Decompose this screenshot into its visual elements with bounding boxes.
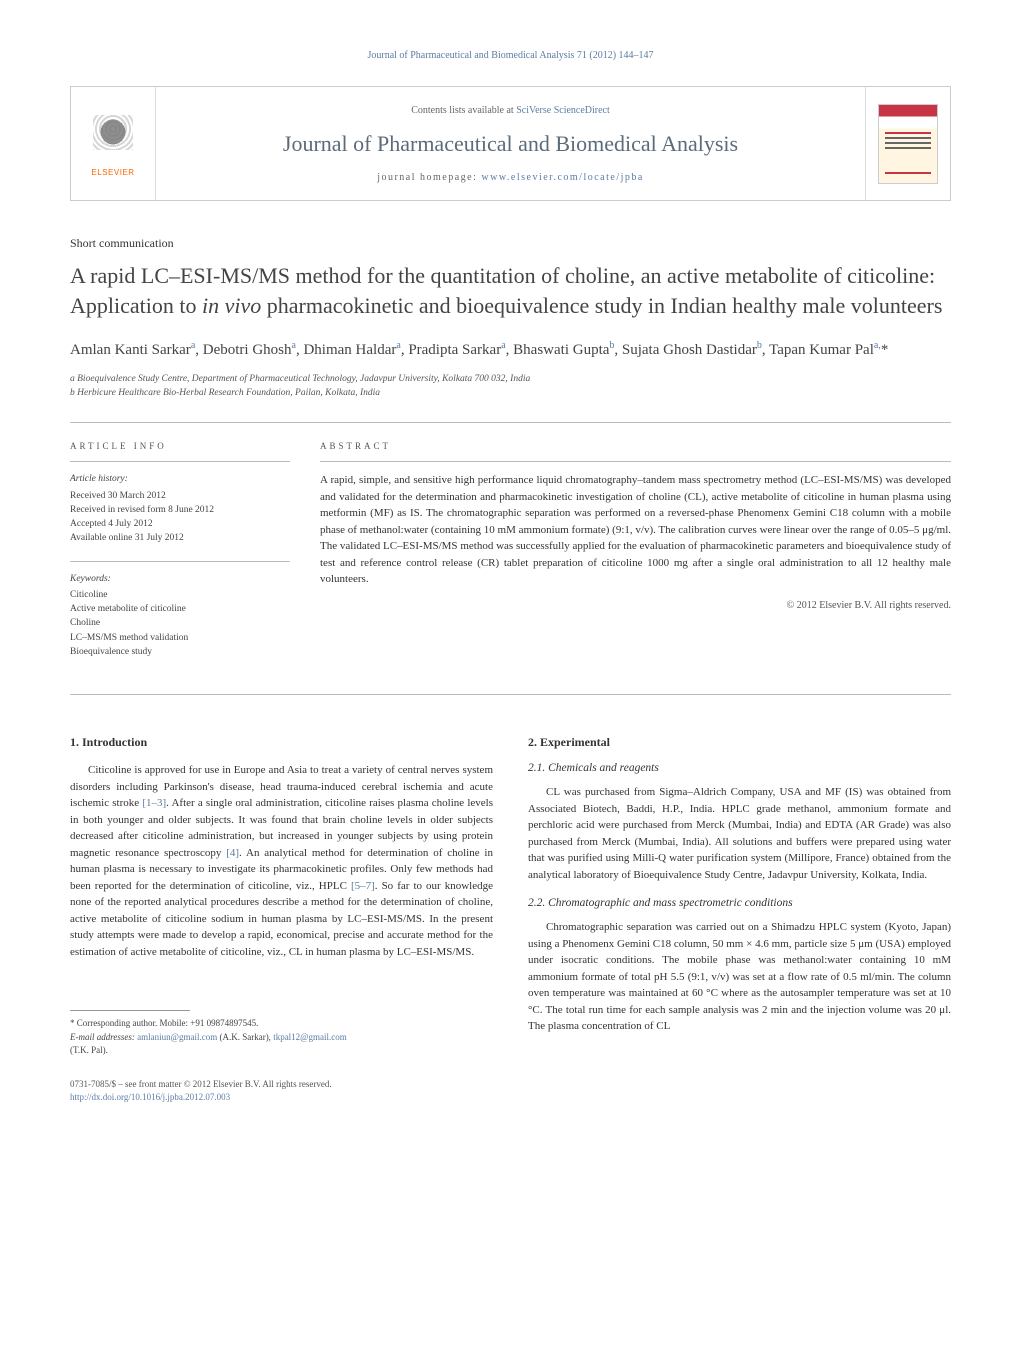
journal-cover-cell bbox=[865, 87, 950, 200]
chemicals-subheading: 2.1. Chemicals and reagents bbox=[528, 762, 951, 774]
history-accepted: Accepted 4 July 2012 bbox=[70, 517, 290, 531]
footnote-divider bbox=[70, 1010, 190, 1011]
affiliations: a Bioequivalence Study Centre, Departmen… bbox=[70, 372, 951, 401]
history-heading: Article history: bbox=[70, 472, 290, 486]
history-revised: Received in revised form 8 June 2012 bbox=[70, 503, 290, 517]
abstract-column: ABSTRACT A rapid, simple, and sensitive … bbox=[320, 441, 951, 674]
abstract-divider-1 bbox=[320, 461, 951, 462]
elsevier-label: ELSEVIER bbox=[91, 168, 134, 177]
journal-cover-thumbnail bbox=[878, 104, 938, 184]
section-divider bbox=[70, 422, 951, 423]
chromatographic-subheading: 2.2. Chromatographic and mass spectromet… bbox=[528, 897, 951, 909]
right-body-column: 2. Experimental 2.1. Chemicals and reage… bbox=[528, 735, 951, 1105]
info-abstract-row: ARTICLE INFO Article history: Received 3… bbox=[70, 441, 951, 674]
abstract-label: ABSTRACT bbox=[320, 441, 951, 451]
journal-name: Journal of Pharmaceutical and Biomedical… bbox=[283, 131, 738, 157]
doi-link[interactable]: http://dx.doi.org/10.1016/j.jpba.2012.07… bbox=[70, 1092, 230, 1102]
info-divider-2 bbox=[70, 561, 290, 562]
publisher-logo-cell: ELSEVIER bbox=[71, 87, 156, 200]
left-body-column: 1. Introduction Citicoline is approved f… bbox=[70, 735, 493, 1105]
info-divider-1 bbox=[70, 461, 290, 462]
body-two-column: 1. Introduction Citicoline is approved f… bbox=[70, 735, 951, 1105]
sciencedirect-link[interactable]: SciVerse ScienceDirect bbox=[516, 105, 610, 116]
banner-center: Contents lists available at SciVerse Sci… bbox=[156, 87, 865, 200]
contents-available-line: Contents lists available at SciVerse Sci… bbox=[411, 105, 610, 116]
affiliation-a: a Bioequivalence Study Centre, Departmen… bbox=[70, 372, 951, 386]
email-line: E-mail addresses: amlaniun@gmail.com (A.… bbox=[70, 1031, 493, 1058]
homepage-line: journal homepage: www.elsevier.com/locat… bbox=[377, 172, 644, 183]
abstract-copyright: © 2012 Elsevier B.V. All rights reserved… bbox=[320, 600, 951, 611]
introduction-paragraph: Citicoline is approved for use in Europe… bbox=[70, 762, 493, 960]
email-who-2: (T.K. Pal). bbox=[70, 1045, 108, 1055]
keyword-5: Bioequivalence study bbox=[70, 645, 290, 659]
corresponding-author-footnote: * Corresponding author. Mobile: +91 0987… bbox=[70, 1017, 493, 1058]
ref-1-3-link[interactable]: [1–3] bbox=[142, 797, 166, 809]
history-online: Available online 31 July 2012 bbox=[70, 531, 290, 545]
keywords-block: Keywords: Citicoline Active metabolite o… bbox=[70, 572, 290, 660]
journal-banner: ELSEVIER Contents lists available at Sci… bbox=[70, 86, 951, 201]
keyword-3: Choline bbox=[70, 616, 290, 630]
citation-text: Journal of Pharmaceutical and Biomedical… bbox=[367, 50, 653, 61]
article-type: Short communication bbox=[70, 236, 951, 251]
elsevier-logo: ELSEVIER bbox=[81, 104, 146, 184]
keyword-1: Citicoline bbox=[70, 588, 290, 602]
running-header: Journal of Pharmaceutical and Biomedical… bbox=[70, 50, 951, 61]
article-history-block: Article history: Received 30 March 2012 … bbox=[70, 472, 290, 545]
section-divider-2 bbox=[70, 694, 951, 695]
ref-4-link[interactable]: [4] bbox=[226, 847, 239, 859]
homepage-prefix: journal homepage: bbox=[377, 172, 481, 183]
email-link-1[interactable]: amlaniun@gmail.com bbox=[137, 1032, 217, 1042]
experimental-heading: 2. Experimental bbox=[528, 735, 951, 750]
email-label: E-mail addresses: bbox=[70, 1032, 137, 1042]
article-title: A rapid LC–ESI-MS/MS method for the quan… bbox=[70, 261, 951, 320]
contents-prefix: Contents lists available at bbox=[411, 105, 516, 116]
article-info-column: ARTICLE INFO Article history: Received 3… bbox=[70, 441, 290, 674]
email-who-1: (A.K. Sarkar), bbox=[217, 1032, 273, 1042]
ref-5-7-link[interactable]: [5–7] bbox=[351, 880, 375, 892]
chromatographic-paragraph: Chromatographic separation was carried o… bbox=[528, 919, 951, 1035]
elsevier-tree-icon bbox=[88, 110, 138, 165]
corr-author-line: * Corresponding author. Mobile: +91 0987… bbox=[70, 1017, 493, 1031]
front-matter-line: 0731-7085/$ – see front matter © 2012 El… bbox=[70, 1078, 493, 1092]
homepage-link[interactable]: www.elsevier.com/locate/jpba bbox=[481, 172, 643, 183]
title-part-2: pharmacokinetic and bioequivalence study… bbox=[261, 293, 942, 318]
email-link-2[interactable]: tkpal12@gmail.com bbox=[273, 1032, 347, 1042]
abstract-text: A rapid, simple, and sensitive high perf… bbox=[320, 472, 951, 588]
authors-list: Amlan Kanti Sarkara, Debotri Ghosha, Dhi… bbox=[70, 338, 951, 362]
keywords-heading: Keywords: bbox=[70, 572, 290, 586]
keyword-4: LC–MS/MS method validation bbox=[70, 631, 290, 645]
affiliation-b: b Herbicure Healthcare Bio-Herbal Resear… bbox=[70, 386, 951, 400]
page-footer-left: 0731-7085/$ – see front matter © 2012 El… bbox=[70, 1078, 493, 1105]
chemicals-paragraph: CL was purchased from Sigma–Aldrich Comp… bbox=[528, 784, 951, 883]
keyword-2: Active metabolite of citicoline bbox=[70, 602, 290, 616]
history-received: Received 30 March 2012 bbox=[70, 489, 290, 503]
title-italic: in vivo bbox=[202, 293, 261, 318]
introduction-heading: 1. Introduction bbox=[70, 735, 493, 750]
article-info-label: ARTICLE INFO bbox=[70, 441, 290, 451]
